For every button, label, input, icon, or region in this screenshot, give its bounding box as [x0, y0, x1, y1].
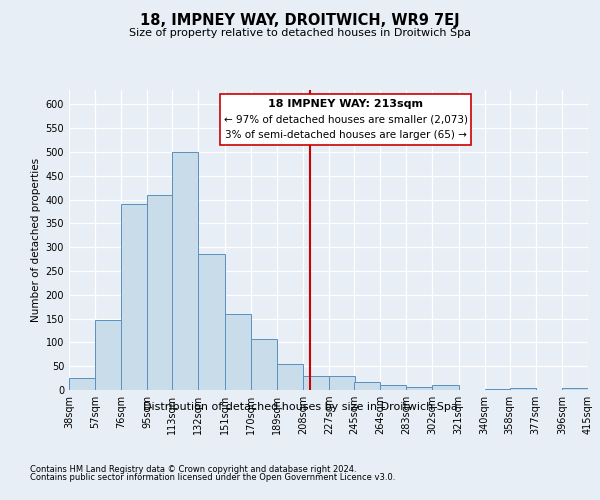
Bar: [329, 376, 355, 390]
Bar: [562, 388, 588, 390]
Bar: [354, 382, 380, 390]
Bar: [433, 385, 458, 390]
Bar: [380, 385, 406, 390]
Bar: [220, 94, 471, 145]
Bar: [224, 314, 251, 390]
Bar: [485, 388, 511, 390]
Bar: [199, 254, 224, 390]
Bar: [303, 376, 329, 390]
Bar: [509, 388, 536, 390]
Text: Contains HM Land Registry data © Crown copyright and database right 2024.: Contains HM Land Registry data © Crown c…: [30, 465, 356, 474]
Text: Distribution of detached houses by size in Droitwich Spa: Distribution of detached houses by size …: [143, 402, 457, 412]
Bar: [148, 195, 173, 390]
Text: 18, IMPNEY WAY, DROITWICH, WR9 7EJ: 18, IMPNEY WAY, DROITWICH, WR9 7EJ: [140, 12, 460, 28]
Text: 3% of semi-detached houses are larger (65) →: 3% of semi-detached houses are larger (6…: [225, 130, 467, 140]
Bar: [277, 364, 303, 390]
Bar: [69, 378, 95, 390]
Text: ← 97% of detached houses are smaller (2,073): ← 97% of detached houses are smaller (2,…: [224, 114, 468, 124]
Bar: [406, 387, 433, 390]
Bar: [251, 338, 277, 390]
Bar: [172, 152, 199, 390]
Y-axis label: Number of detached properties: Number of detached properties: [31, 158, 41, 322]
Text: 18 IMPNEY WAY: 213sqm: 18 IMPNEY WAY: 213sqm: [268, 99, 423, 109]
Text: Contains public sector information licensed under the Open Government Licence v3: Contains public sector information licen…: [30, 472, 395, 482]
Bar: [95, 320, 121, 390]
Text: Size of property relative to detached houses in Droitwich Spa: Size of property relative to detached ho…: [129, 28, 471, 38]
Bar: [121, 204, 148, 390]
